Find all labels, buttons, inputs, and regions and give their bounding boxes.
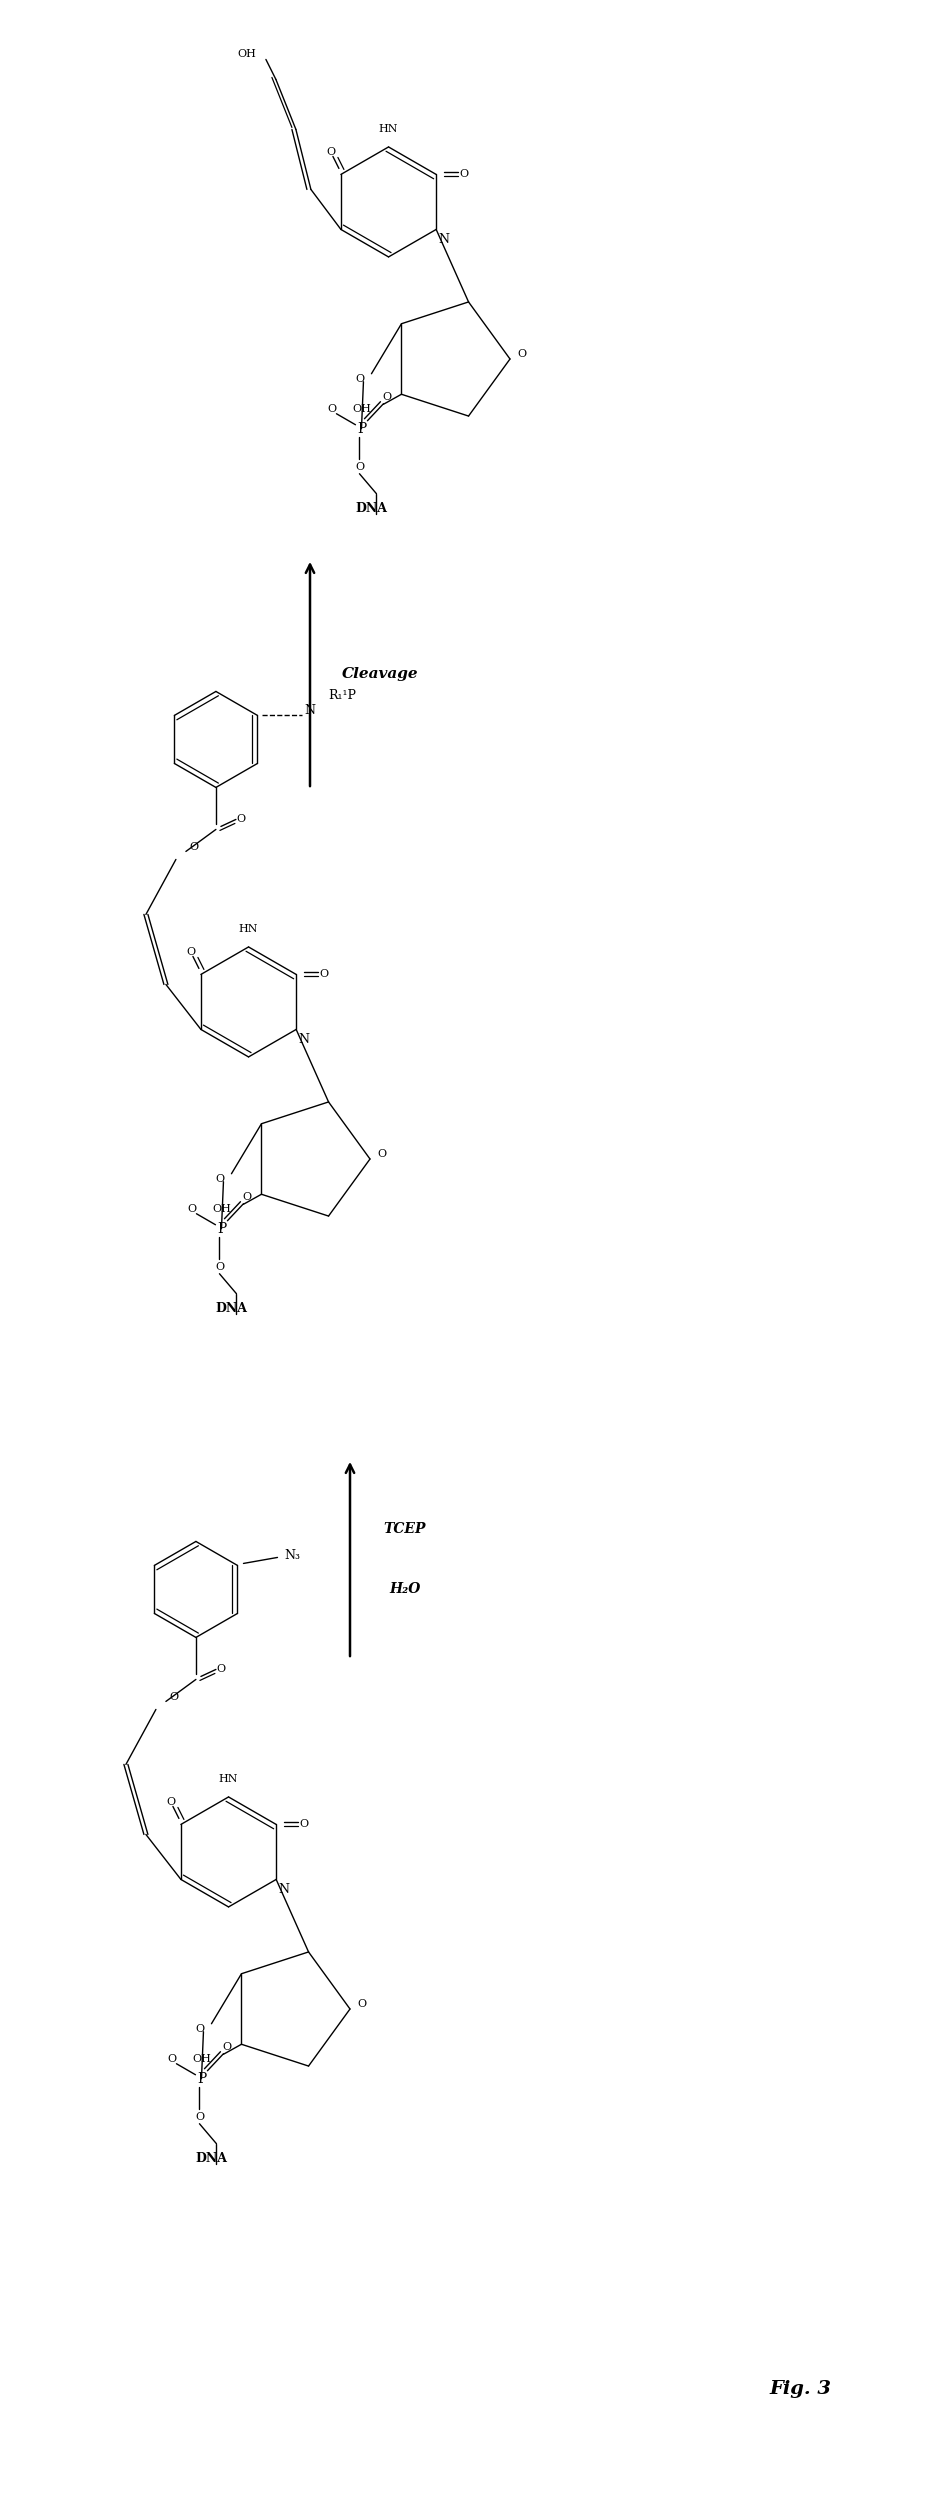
Text: P: P <box>357 422 366 437</box>
Text: DNA: DNA <box>216 1302 247 1315</box>
Text: OH: OH <box>213 1204 232 1214</box>
Text: TCEP: TCEP <box>383 1523 426 1536</box>
Text: O: O <box>167 1796 175 1806</box>
Text: R₁¹P: R₁¹P <box>329 690 357 703</box>
Text: O: O <box>222 2042 231 2052</box>
Text: N: N <box>439 233 450 246</box>
Text: Fig. 3: Fig. 3 <box>769 2381 831 2399</box>
Text: H₂O: H₂O <box>389 1583 420 1596</box>
Text: O: O <box>319 968 329 979</box>
Text: O: O <box>518 349 527 359</box>
Text: O: O <box>169 1694 179 1704</box>
Text: O: O <box>300 1819 308 1829</box>
Text: N: N <box>299 1034 309 1046</box>
Text: HN: HN <box>219 1774 238 1784</box>
Text: O: O <box>194 2113 204 2123</box>
Text: O: O <box>357 2000 367 2010</box>
Text: OH: OH <box>237 50 256 60</box>
Text: O: O <box>189 843 198 853</box>
Text: O: O <box>186 948 195 958</box>
Text: O: O <box>187 1204 196 1214</box>
Text: P: P <box>217 1222 226 1237</box>
Text: O: O <box>327 404 336 414</box>
Text: O: O <box>355 374 364 384</box>
Text: O: O <box>167 2055 176 2065</box>
Text: DNA: DNA <box>195 2153 228 2165</box>
Text: N: N <box>279 1882 290 1897</box>
Text: O: O <box>382 391 391 401</box>
Text: O: O <box>378 1149 386 1159</box>
Text: OH: OH <box>353 404 371 414</box>
Text: HN: HN <box>379 123 398 133</box>
Text: O: O <box>236 815 245 825</box>
Text: P: P <box>197 2072 206 2085</box>
Text: DNA: DNA <box>356 502 387 514</box>
Text: Cleavage: Cleavage <box>342 667 419 680</box>
Text: OH: OH <box>193 2055 211 2065</box>
Text: O: O <box>215 1174 224 1184</box>
Text: HN: HN <box>239 923 258 933</box>
Text: O: O <box>326 148 335 158</box>
Text: O: O <box>242 1192 251 1202</box>
Text: N₃: N₃ <box>284 1548 300 1563</box>
Text: N: N <box>304 705 315 718</box>
Text: O: O <box>215 1262 224 1272</box>
Text: O: O <box>355 462 364 472</box>
Text: O: O <box>459 171 469 181</box>
Text: O: O <box>217 1663 225 1674</box>
Text: O: O <box>194 2025 204 2035</box>
